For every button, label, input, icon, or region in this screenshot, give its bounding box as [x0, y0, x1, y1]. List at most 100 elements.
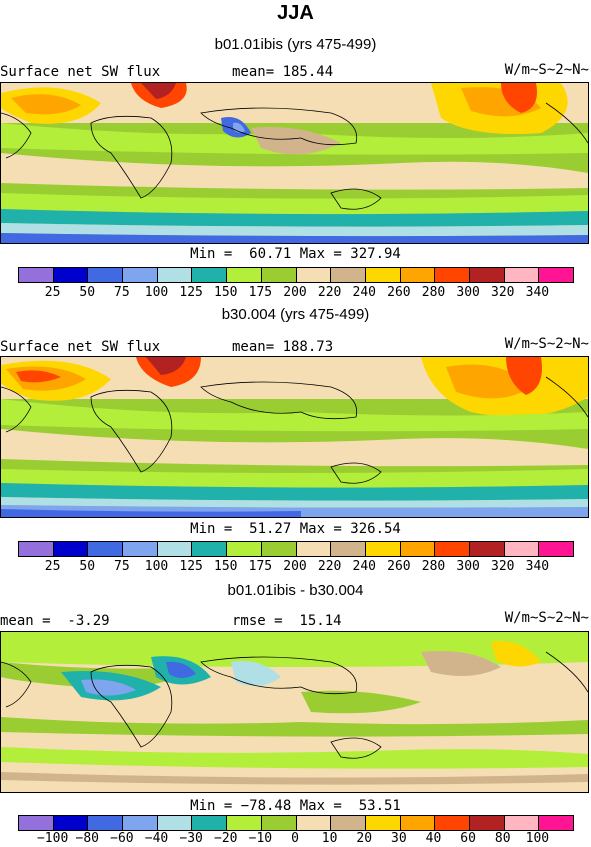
colorbar-tick-label: 125: [179, 559, 203, 574]
colorbar-swatch: [365, 816, 401, 830]
colorbar-tick-label: 20: [356, 831, 373, 846]
colorbar-swatch: [261, 268, 297, 282]
panel-3-mean-label: mean = -3.29: [0, 613, 110, 629]
colorbar-swatch: [469, 268, 505, 282]
panel-3-colorbar: [18, 815, 574, 831]
colorbar-tick-label: 240: [352, 559, 376, 574]
panel-1-variable-label: Surface net SW flux: [0, 64, 161, 80]
colorbar-tick-label: 40: [425, 831, 442, 846]
colorbar-tick-label: 220: [317, 559, 342, 574]
colorbar-tick-label: 100: [525, 831, 550, 846]
colorbar-tick-label: 260: [387, 559, 411, 574]
colorbar-swatch: [19, 268, 54, 282]
colorbar-swatch: [53, 268, 89, 282]
colorbar-tick-label: 50: [79, 285, 96, 300]
colorbar-tick-label: 10: [321, 831, 338, 846]
colorbar-swatch: [469, 816, 505, 830]
colorbar-swatch: [400, 268, 436, 282]
colorbar-tick-label: 125: [179, 285, 203, 300]
colorbar-swatch: [53, 542, 89, 556]
colorbar-tick-label: −80: [75, 831, 99, 846]
colorbar-swatch: [192, 816, 228, 830]
colorbar-swatch: [261, 816, 297, 830]
colorbar-swatch: [296, 268, 332, 282]
colorbar-swatch: [19, 816, 54, 830]
colorbar-tick-label: 260: [387, 285, 411, 300]
colorbar-swatch: [296, 542, 332, 556]
panel-2-mean-label: mean= 188.73: [232, 339, 334, 355]
colorbar-swatch: [435, 542, 470, 556]
panel-1-mean-label: mean= 185.44: [232, 64, 334, 80]
panel-3-subtitle: b01.01ibis - b30.004: [227, 582, 364, 599]
colorbar-swatch: [435, 268, 470, 282]
colorbar-tick-label: 300: [456, 559, 480, 574]
panel-1-contour-field: [1, 83, 588, 243]
panel-3-map: [0, 631, 589, 793]
colorbar-swatch: [227, 268, 262, 282]
colorbar-swatch: [53, 816, 89, 830]
colorbar-swatch: [365, 542, 401, 556]
panel-1-map: [0, 82, 589, 244]
colorbar-tick-label: −60: [110, 831, 134, 846]
colorbar-swatch: [435, 816, 470, 830]
panel-2-map: [0, 356, 589, 518]
panel-2-colorbar: [18, 541, 574, 557]
colorbar-swatch: [539, 268, 573, 282]
panel-1-units-label: W/m~S~2~N~: [504, 62, 589, 78]
colorbar-swatch: [504, 542, 540, 556]
colorbar-tick-label: 280: [421, 559, 446, 574]
colorbar-swatch: [331, 268, 366, 282]
colorbar-tick-label: 0: [291, 831, 299, 846]
colorbar-swatch: [365, 268, 401, 282]
colorbar-swatch: [331, 816, 366, 830]
colorbar-swatch: [539, 816, 573, 830]
colorbar-tick-label: 80: [494, 831, 511, 846]
colorbar-swatch: [88, 816, 124, 830]
colorbar-tick-label: 75: [114, 559, 130, 574]
panel-1-subtitle: b01.01ibis (yrs 475-499): [214, 36, 377, 53]
colorbar-swatch: [504, 268, 540, 282]
panel-3-colorbar-ticks: −100 −80 −60 −40 −30 −20 −10 0 10 20 30 40 60 80 100: [18, 831, 572, 847]
colorbar-swatch: [123, 816, 158, 830]
colorbar-tick-label: −40: [144, 831, 169, 846]
colorbar-tick-label: 25: [44, 559, 61, 574]
colorbar-tick-label: 340: [525, 559, 550, 574]
colorbar-tick-label: 280: [421, 285, 446, 300]
colorbar-tick-label: 175: [248, 559, 273, 574]
colorbar-swatch: [157, 268, 193, 282]
colorbar-swatch: [88, 542, 124, 556]
panel-3-rmse-label: rmse = 15.14: [232, 613, 342, 629]
colorbar-swatch: [296, 816, 332, 830]
colorbar-swatch: [504, 816, 540, 830]
colorbar-tick-label: 240: [352, 285, 376, 300]
colorbar-tick-label: 60: [460, 831, 476, 846]
colorbar-tick-label: 100: [144, 559, 169, 574]
colorbar-tick-label: 75: [114, 285, 130, 300]
colorbar-swatch: [123, 542, 158, 556]
colorbar-swatch: [400, 816, 436, 830]
colorbar-tick-label: 50: [79, 559, 96, 574]
colorbar-tick-label: 300: [456, 285, 480, 300]
colorbar-tick-label: 200: [283, 285, 307, 300]
colorbar-tick-label: 220: [317, 285, 342, 300]
panel-2-colorbar-ticks: 25 50 75 100 125 150 175 200 220 240 260 280 300 320 3…: [18, 559, 572, 575]
panel-2-contour-field: [1, 357, 588, 517]
colorbar-tick-label: 150: [214, 559, 238, 574]
colorbar-swatch: [227, 816, 262, 830]
colorbar-swatch: [157, 816, 193, 830]
colorbar-swatch: [261, 542, 297, 556]
panel-2-variable-label: Surface net SW flux: [0, 339, 161, 355]
figure-title: JJA: [277, 2, 314, 24]
panel-3-units-label: W/m~S~2~N~: [504, 610, 589, 626]
colorbar-swatch: [400, 542, 436, 556]
panel-1-minmax-label: Min = 60.71 Max = 327.94: [190, 246, 401, 262]
panel-1-colorbar-ticks: 25 50 75 100 125 150 175 200 220 240 260 280 300 320 3…: [18, 285, 572, 301]
colorbar-tick-label: 100: [144, 285, 169, 300]
panel-3-contour-field: [1, 632, 588, 792]
panel-3-minmax-label: Min = −78.48 Max = 53.51: [190, 798, 401, 814]
colorbar-swatch: [157, 542, 193, 556]
colorbar-swatch: [227, 542, 262, 556]
colorbar-tick-label: 340: [525, 285, 550, 300]
panel-2-units-label: W/m~S~2~N~: [504, 336, 589, 352]
colorbar-tick-label: 30: [391, 831, 407, 846]
